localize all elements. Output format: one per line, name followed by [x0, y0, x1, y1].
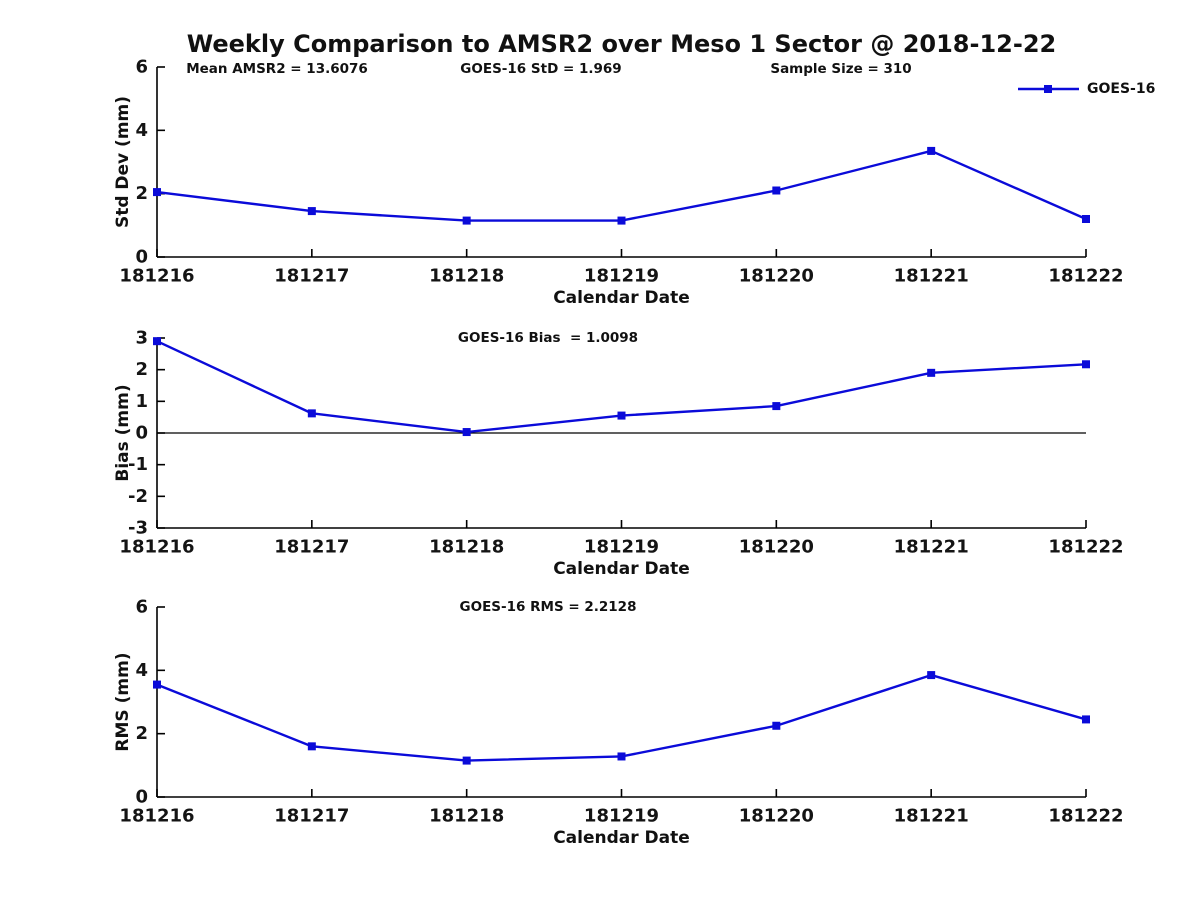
annotation-mean-amsr2: Mean AMSR2 = 13.6076 — [186, 61, 368, 77]
data-point-marker — [1082, 715, 1090, 724]
data-point-marker — [153, 680, 161, 689]
x-tick-label: 181219 — [584, 806, 659, 827]
y-tick-label: -2 — [128, 486, 148, 507]
data-point-marker — [772, 186, 781, 195]
data-point-marker — [1082, 215, 1090, 223]
y-tick-label: 3 — [135, 328, 148, 349]
legend-line-marker-icon — [1018, 85, 1079, 93]
y-tick-label: 4 — [135, 120, 148, 141]
x-tick-label: 181222 — [1048, 266, 1123, 287]
data-point-marker — [927, 671, 936, 680]
x-tick-label: 181217 — [274, 806, 349, 827]
y-tick-label: -1 — [128, 454, 148, 475]
data-point-marker — [307, 207, 316, 216]
figure-title: Weekly Comparison to AMSR2 over Meso 1 S… — [186, 30, 1057, 58]
x-tick-label: 181217 — [274, 537, 349, 558]
y-tick-label: 6 — [135, 597, 148, 618]
data-point-marker — [307, 742, 316, 751]
x-tick-label: 181218 — [429, 266, 504, 287]
y-tick-label: 0 — [135, 423, 148, 444]
y-tick-label: 2 — [135, 183, 148, 204]
x-tick-label: 181221 — [894, 266, 969, 287]
x-tick-label: 181222 — [1048, 537, 1123, 558]
data-point-marker — [617, 411, 626, 420]
data-line — [156, 673, 1087, 762]
x-tick-label: 181220 — [739, 806, 814, 827]
x-tick-label: 181218 — [429, 537, 504, 558]
subplot-stddev: 0 2 4 6 181216 181217 181218 181219 181220 181221… — [119, 57, 1123, 287]
y-tick-label: 0 — [135, 247, 148, 268]
annotation-sample-size: Sample Size = 310 — [770, 61, 912, 77]
data-point-marker — [927, 146, 936, 155]
y-tick-label: -3 — [128, 518, 148, 539]
x-tick-label: 181216 — [119, 806, 194, 827]
data-point-marker — [1082, 360, 1090, 369]
subplot-bias: -3 -2 -1 0 1 2 3 181216 181217 181218 181219 181220… — [119, 328, 1123, 558]
y-axis-label-bias: Bias (mm) — [113, 384, 133, 482]
data-point-marker — [153, 337, 161, 346]
x-axis-label-bias: Calendar Date — [553, 559, 690, 579]
data-point-marker — [772, 402, 781, 411]
y-tick-label: 2 — [135, 359, 148, 380]
legend-series-label: GOES-16 — [1087, 81, 1156, 97]
x-tick-label: 181216 — [119, 537, 194, 558]
y-tick-label: 6 — [135, 57, 148, 78]
x-tick-label: 181219 — [584, 537, 659, 558]
annotation-goes16-bias: GOES-16 Bias = 1.0098 — [457, 330, 639, 346]
data-point-marker — [462, 756, 471, 765]
data-point-marker — [927, 368, 936, 377]
y-axis-label-stddev: Std Dev (mm) — [113, 95, 133, 229]
y-tick-label: 0 — [135, 787, 148, 808]
x-tick-label: 181219 — [584, 266, 659, 287]
annotation-goes16-std: GOES-16 StD = 1.969 — [460, 61, 622, 77]
data-point-marker — [617, 752, 626, 761]
y-tick-label: 1 — [135, 391, 148, 412]
data-line — [156, 149, 1087, 222]
x-tick-label: 181221 — [894, 537, 969, 558]
x-tick-label: 181222 — [1048, 806, 1123, 827]
x-tick-label: 181216 — [119, 266, 194, 287]
y-tick-label: 2 — [135, 723, 148, 744]
y-axis-label-rms: RMS (mm) — [113, 652, 133, 752]
x-tick-label: 181217 — [274, 266, 349, 287]
data-point-marker — [617, 216, 626, 225]
x-tick-label: 181220 — [739, 266, 814, 287]
x-tick-label: 181220 — [739, 537, 814, 558]
data-point-marker — [462, 216, 471, 225]
x-axis-label-rms: Calendar Date — [553, 828, 690, 848]
annotation-goes16-rms: GOES-16 RMS = 2.2128 — [459, 599, 637, 615]
y-tick-label: 4 — [135, 660, 148, 681]
x-axis-label-stddev: Calendar Date — [553, 288, 690, 308]
data-point-marker — [462, 428, 471, 437]
data-point-marker — [153, 188, 161, 197]
subplot-rms: 0 2 4 6 181216 181217 181218 181219 181220 181221… — [119, 597, 1123, 827]
data-point-marker — [307, 409, 316, 418]
data-point-marker — [772, 721, 781, 730]
x-tick-label: 181221 — [894, 806, 969, 827]
legend: GOES-16 — [1017, 80, 1155, 98]
x-tick-label: 181218 — [429, 806, 504, 827]
